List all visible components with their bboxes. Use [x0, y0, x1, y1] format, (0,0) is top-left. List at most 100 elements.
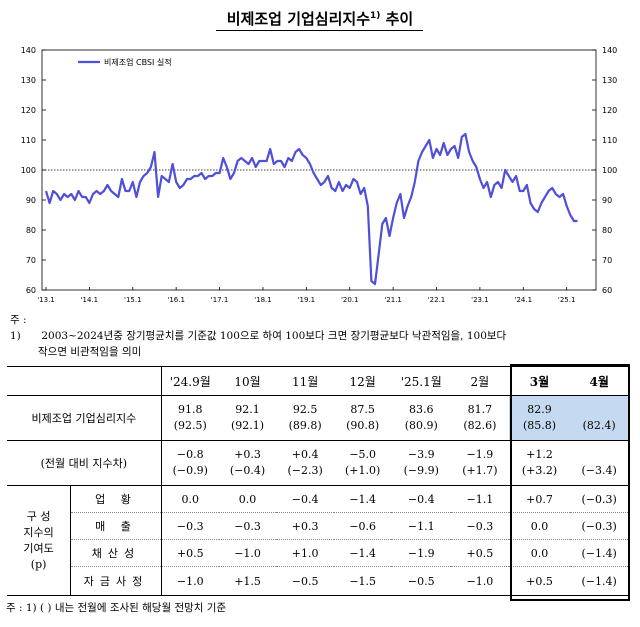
series-line-cbsi [44, 132, 578, 286]
y-tick-label-left: 70 [26, 256, 36, 265]
component-cell: −0.3 [161, 512, 219, 540]
component-cell: 0.0 [508, 512, 571, 540]
component-cell: (−1.4) [570, 566, 628, 596]
footnote-lead: 주 : 1) [10, 314, 27, 342]
x-tick-label: '21.1 [384, 296, 402, 304]
component-label: 매 출 [70, 512, 162, 540]
y-tick-label-right: 60 [602, 286, 612, 295]
y-tick-label-right: 80 [602, 226, 612, 235]
diff-row: (전월 대비 지수차) −0.8 (−0.9) +0.3 (−0.4) +0.4 (−… [7, 440, 628, 486]
component-cell: −0.6 [333, 512, 392, 540]
component-cell: 0.0 [161, 485, 219, 513]
y-tick-label-left: 80 [26, 226, 36, 235]
x-tick-label: '13.1 [37, 296, 55, 304]
component-cell: −0.3 [218, 512, 277, 540]
diff-cell: +1.2 (+3.2) [508, 440, 571, 486]
index-row: 비제조업 기업심리지수 91.8 (92.5) 92.1 (92.1) 92.5 (8… [7, 395, 628, 441]
component-label: 자금사정 [70, 566, 162, 596]
y-tick-label-left: 60 [26, 286, 36, 295]
component-row: 자금사정 −1.0 +1.5 −0.5 −1.5 −0.5 −1.0 +0.5 … [7, 566, 628, 596]
component-row: 매 출 −0.3 −0.3 +0.3 −0.6 −1.1 −0.3 0.0 (−… [7, 512, 628, 540]
index-cell: 92.1 (92.1) [218, 395, 277, 441]
component-row: 채산성 +0.5 −1.0 +1.0 −1.4 −1.9 +0.5 0.0 (−… [7, 539, 628, 567]
table-footnote: 주 : 1) ( ) 내는 전월에 조사된 해당월 전망치 기준 [6, 602, 227, 614]
component-cell: −1.4 [333, 485, 392, 513]
component-cell: +0.7 [508, 485, 571, 513]
component-cell: +0.3 [276, 512, 334, 540]
component-cell: +0.5 [161, 539, 219, 567]
y-tick-label-right: 130 [602, 76, 617, 85]
y-tick-label-right: 140 [602, 46, 617, 55]
component-cell: +1.0 [276, 539, 334, 567]
header-cell: '25.1월 [391, 366, 452, 396]
component-cell: −0.5 [391, 566, 452, 596]
diff-cell: (−3.4) [570, 440, 628, 486]
component-cell: −1.5 [333, 566, 392, 596]
y-tick-label-left: 140 [21, 46, 36, 55]
component-label: 업 황 [70, 485, 162, 513]
y-tick-label-right: 110 [602, 136, 617, 145]
line-chart: 60 60 70 70 80 80 90 90 100 100 110 110 120 120 130 130… [21, 46, 618, 304]
index-cell: 81.7 (82.6) [451, 395, 509, 441]
component-cell: (−0.3) [570, 512, 628, 540]
footnote-line-2: 작으면 비관적임을 의미 [38, 346, 142, 358]
index-cell-highlight: (82.4) [570, 395, 628, 441]
title-main: 비제조업 기업심리지수 [226, 10, 370, 28]
header-cell-highlight: 4월 [570, 366, 628, 396]
component-cell: 0.0 [218, 485, 277, 513]
component-cell: +1.5 [218, 566, 277, 596]
index-cell: 83.6 (80.9) [391, 395, 452, 441]
diff-cell: −3.9 (−9.9) [391, 440, 452, 486]
y-tick-label-right: 100 [602, 166, 617, 175]
header-row: '24.9월 10월 11월 12월 '25.1월 2월 3월 4월 [7, 366, 628, 396]
header-cell: '24.9월 [161, 366, 219, 396]
y-tick-label-left: 90 [26, 196, 36, 205]
header-cell: 12월 [333, 366, 392, 396]
chart-footnote: 주 : 1) 2003~2024년중 장기평균치를 기준값 100으로 하여 1… [10, 312, 630, 360]
index-cell: 87.5 (90.8) [333, 395, 392, 441]
header-cell: 10월 [218, 366, 277, 396]
index-row-label: 비제조업 기업심리지수 [7, 395, 162, 441]
component-cell: −1.0 [161, 566, 219, 596]
component-cell: −1.1 [391, 512, 452, 540]
component-cell: +0.5 [451, 539, 509, 567]
x-tick-label: '24.1 [515, 296, 533, 304]
component-cell: +0.5 [508, 566, 571, 596]
y-tick-label-right: 90 [602, 196, 612, 205]
component-cell: −0.5 [276, 566, 334, 596]
diff-row-label: (전월 대비 지수차) [7, 440, 162, 486]
component-cell: (−0.3) [570, 485, 628, 513]
component-label: 채산성 [70, 539, 162, 567]
y-tick-label-left: 110 [21, 136, 36, 145]
component-cell: −1.9 [391, 539, 452, 567]
diff-cell: −1.9 (+1.7) [451, 440, 509, 486]
diff-cell: +0.4 (−2.3) [276, 440, 334, 486]
x-tick-label: '16.1 [167, 296, 185, 304]
header-cell: 11월 [276, 366, 334, 396]
diff-cell: −5.0 (+1.0) [333, 440, 392, 486]
y-tick-label-left: 100 [21, 166, 36, 175]
title-suffix: 추이 [385, 10, 414, 28]
component-row: 구 성 지수의 기여도 (p) 업 황 0.0 0.0 −0.4 −1.4 −0.4 … [7, 485, 628, 596]
legend-label: 비제조업 CBSI 실적 [104, 57, 172, 67]
component-cell: −1.4 [333, 539, 392, 567]
index-cell: 91.8 (92.5) [161, 395, 219, 441]
component-cell: −1.1 [451, 485, 509, 513]
title-footnote-mark: 1) [370, 11, 381, 21]
y-tick-label-right: 120 [602, 106, 617, 115]
title-underline [216, 30, 423, 31]
x-tick-label: '15.1 [124, 296, 142, 304]
x-tick-label: '22.1 [428, 296, 446, 304]
x-tick-label: '14.1 [81, 296, 99, 304]
header-cell: 2월 [451, 366, 509, 396]
cbsi-table: '24.9월 10월 11월 12월 '25.1월 2월 3월 4월 비제조업 … [7, 366, 628, 596]
component-cell: −0.4 [391, 485, 452, 513]
y-tick-label-left: 120 [21, 106, 36, 115]
component-cell: −1.0 [451, 566, 509, 596]
index-cell-highlight: 82.9 (85.8) [508, 395, 571, 441]
x-tick-label: '25.1 [558, 296, 576, 304]
x-tick-label: '20.1 [341, 296, 359, 304]
component-cell: 0.0 [508, 539, 571, 567]
y-tick-label-right: 70 [602, 256, 612, 265]
component-cell: (−1.4) [570, 539, 628, 567]
